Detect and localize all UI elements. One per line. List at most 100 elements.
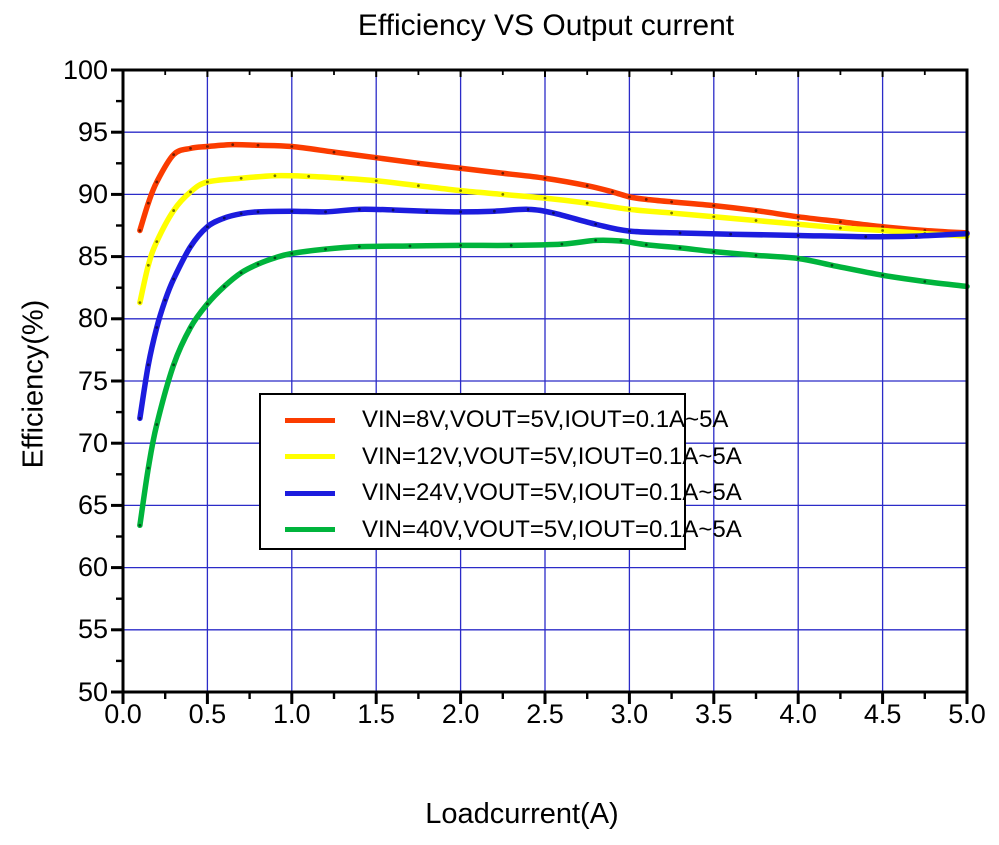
series-point [509, 244, 513, 247]
legend-label: VIN=8V,VOUT=5V,IOUT=0.1A~5A [362, 406, 729, 434]
y-tick-label: 90 [77, 178, 108, 209]
series-point [796, 234, 800, 237]
series-point [914, 234, 918, 238]
series-point [628, 229, 631, 233]
series-point [189, 146, 192, 150]
series-point [628, 195, 631, 199]
series-point [172, 363, 176, 367]
legend-swatch [285, 527, 335, 533]
series-point [138, 229, 142, 232]
x-tick-label: 1.5 [357, 699, 395, 729]
legend-label: VIN=40V,VOUT=5V,IOUT=0.1A~5A [362, 515, 742, 543]
y-tick-label: 80 [77, 303, 108, 334]
series-line-3 [137, 237, 970, 529]
series-point [222, 216, 226, 220]
series-point [754, 209, 758, 212]
series-point [374, 156, 378, 160]
series-point [459, 166, 462, 170]
series-point [543, 196, 547, 200]
legend-swatch [285, 417, 335, 423]
series-point [712, 250, 716, 254]
series-point [408, 244, 412, 248]
y-tick-label: 95 [77, 116, 108, 147]
series-point [341, 176, 344, 180]
y-tick-label: 75 [77, 365, 108, 396]
series-point [256, 262, 260, 266]
legend: VIN=8V,VOUT=5V,IOUT=0.1A~5A VIN=12V,VOUT=… [259, 393, 742, 550]
x-tick-label: 3.0 [610, 699, 649, 729]
series-point [189, 326, 192, 329]
series-point [729, 232, 733, 236]
series-point [543, 176, 547, 180]
series-point [231, 143, 235, 147]
x-tick-label: 2.5 [526, 699, 564, 729]
series-point [189, 245, 192, 249]
series-point [155, 240, 159, 244]
series-point [611, 190, 614, 194]
series-point [754, 253, 758, 257]
series-point [839, 226, 842, 230]
series-point [712, 204, 716, 207]
series-point [206, 180, 209, 184]
series-point [273, 256, 277, 260]
legend-item: VIN=40V,VOUT=5V,IOUT=0.1A~5A [261, 512, 742, 549]
x-tick-label: 0.0 [104, 699, 142, 729]
series-point [459, 244, 462, 247]
series-point [796, 215, 800, 219]
x-axis-title: Loadcurrent(A) [425, 798, 619, 830]
legend-label: VIN=12V,VOUT=5V,IOUT=0.1A~5A [362, 442, 742, 470]
series-point [256, 210, 260, 214]
series-point [619, 239, 623, 243]
y-tick-label: 50 [77, 676, 108, 707]
series-point [206, 302, 209, 306]
series-point [290, 209, 294, 213]
series-point [425, 209, 429, 213]
series-point [155, 326, 159, 329]
series-point [332, 150, 336, 154]
series-point [357, 245, 361, 249]
series-line-0 [137, 141, 970, 236]
series-point [923, 280, 927, 283]
series-point [585, 201, 589, 205]
series-point [155, 180, 159, 184]
x-tick-label: 0.5 [188, 699, 227, 729]
series-point [644, 243, 648, 247]
series-point [501, 193, 505, 196]
series-point [628, 207, 631, 211]
series-point [172, 153, 176, 156]
series-point [864, 235, 868, 239]
series-point [391, 208, 395, 212]
legend-item: VIN=12V,VOUT=5V,IOUT=0.1A~5A [261, 439, 742, 476]
series-point [324, 247, 327, 251]
x-tick-label: 4.5 [863, 699, 902, 729]
series-point [712, 215, 716, 219]
series-point [459, 210, 462, 214]
series-point [239, 176, 243, 180]
series-point [552, 211, 555, 215]
series-point [146, 263, 150, 267]
series-point [324, 210, 327, 214]
series-point [670, 200, 673, 204]
series-point [273, 174, 277, 178]
series-point [560, 242, 564, 246]
series-point [585, 184, 589, 188]
y-tick-label: 65 [77, 489, 108, 520]
series-point [501, 171, 505, 175]
series-point [839, 220, 842, 224]
series-point [138, 301, 142, 305]
series-point [290, 145, 294, 148]
x-tick-label: 2.0 [441, 699, 480, 729]
series-point [594, 222, 598, 226]
series-point [374, 179, 378, 183]
series-point [222, 285, 226, 288]
series-point [189, 190, 192, 194]
series-point [206, 145, 209, 148]
series-point [678, 246, 682, 250]
series-point [644, 197, 648, 201]
series-point [357, 207, 361, 211]
x-tick-label: 4.0 [779, 699, 817, 729]
y-tick-label: 100 [62, 54, 108, 85]
series-line-2 [137, 206, 970, 422]
legend-swatch [285, 454, 335, 460]
series-point [138, 523, 142, 527]
